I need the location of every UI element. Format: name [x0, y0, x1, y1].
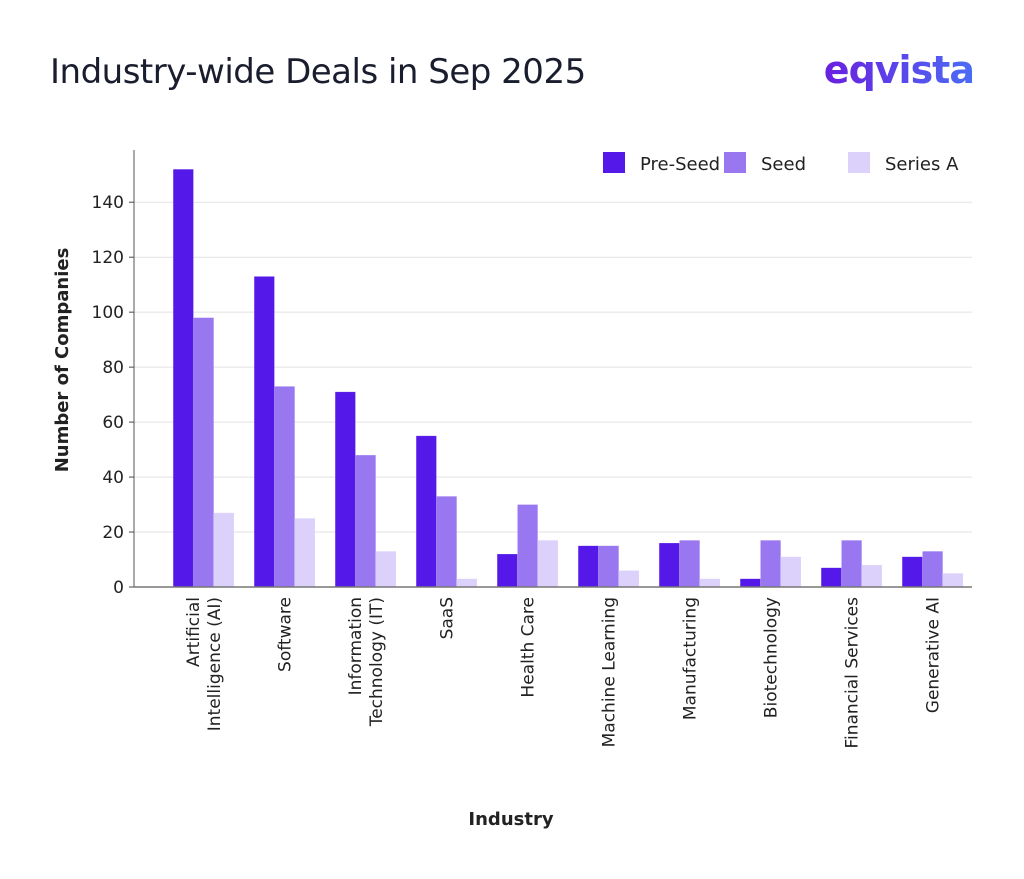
legend-swatch — [603, 152, 625, 173]
y-tick-label: 80 — [102, 358, 124, 378]
bar-pre-seed — [901, 556, 923, 588]
x-tick-label: Financial Services — [843, 597, 863, 749]
y-tick-label: 120 — [92, 248, 124, 268]
eqvista-logo: eqvista — [823, 48, 975, 92]
bar-seed — [841, 540, 863, 588]
bar-pre-seed — [739, 578, 761, 588]
chart-title: Industry-wide Deals in Sep 2025 — [50, 52, 586, 92]
bar-series-a — [699, 578, 721, 588]
bar-series-a — [942, 573, 964, 588]
bar-seed — [922, 551, 944, 588]
bar-seed — [679, 540, 701, 588]
bar-seed — [274, 386, 296, 588]
bar-pre-seed — [496, 553, 518, 588]
bar-seed — [193, 317, 214, 588]
bar-series-a — [537, 540, 559, 588]
bar-seed — [598, 545, 620, 588]
bar-pre-seed — [577, 545, 599, 588]
y-tick-label: 100 — [92, 303, 124, 323]
x-tick-label: SaaS — [438, 597, 458, 639]
y-tick-label: 40 — [102, 468, 124, 488]
x-tick-label: Machine Learning — [600, 597, 620, 747]
bar-series-a — [375, 551, 397, 588]
x-tick-label: Technology (IT) — [367, 597, 387, 727]
x-tick-label: Health Care — [519, 597, 539, 698]
x-axis-label: Industry — [468, 809, 553, 830]
legend-swatch — [848, 152, 870, 173]
y-axis-label: Number of Companies — [52, 248, 73, 473]
x-tick-label: Manufacturing — [681, 597, 701, 720]
bar-seed — [355, 454, 377, 588]
x-tick-label: Generative AI — [924, 597, 944, 713]
bar-series-a — [456, 578, 478, 588]
legend-swatch — [724, 152, 746, 173]
bar-pre-seed — [820, 567, 842, 588]
x-tick-label: Information — [346, 597, 366, 695]
legend-label: Series A — [885, 154, 959, 175]
bar-pre-seed — [172, 168, 194, 588]
x-tick-label: Biotechnology — [762, 597, 782, 718]
bar-series-a — [618, 570, 640, 588]
y-tick-label: 140 — [92, 193, 124, 213]
y-tick-label: 20 — [102, 523, 124, 543]
legend-label: Seed — [761, 154, 806, 175]
bar-pre-seed — [334, 391, 356, 588]
bar-seed — [517, 504, 539, 588]
bar-series-a — [780, 556, 802, 588]
bar-series-a — [213, 512, 235, 588]
bar-seed — [760, 540, 782, 588]
x-tick-label: Intelligence (AI) — [205, 597, 225, 731]
bar-series-a — [861, 564, 883, 588]
legend-label: Pre-Seed — [640, 154, 720, 175]
bar-pre-seed — [253, 276, 275, 588]
bar-pre-seed — [415, 435, 437, 588]
y-tick-label: 0 — [113, 578, 124, 598]
bar-pre-seed — [658, 542, 680, 588]
y-tick-label: 60 — [102, 413, 124, 433]
bar-series-a — [294, 518, 316, 588]
bar-seed — [436, 496, 458, 588]
x-tick-label: Software — [276, 597, 296, 672]
x-tick-label: Artificial — [184, 597, 204, 667]
